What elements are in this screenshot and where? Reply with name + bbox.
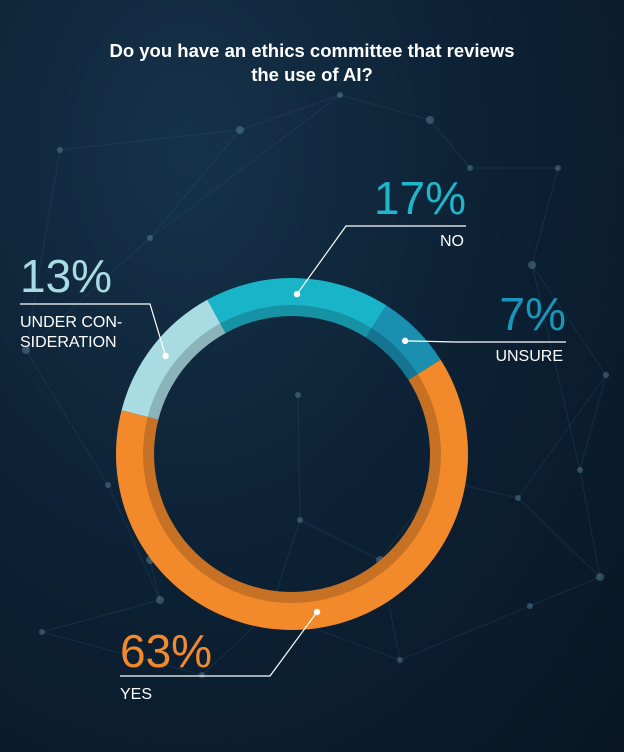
network-link <box>41 631 203 676</box>
network-link <box>149 94 341 239</box>
network-link <box>239 94 341 131</box>
network-link <box>579 374 607 471</box>
network-link <box>107 484 161 601</box>
category-label-under-consideration: SIDERATION <box>20 334 117 351</box>
leader-dot-unsure <box>401 337 409 345</box>
donut-slice-shade-unsure <box>365 328 418 381</box>
donut-slice-yes <box>115 359 468 630</box>
leader-dot-no <box>293 290 301 298</box>
network-link <box>25 149 61 351</box>
value-label-yes: 63% <box>120 625 212 677</box>
network-node <box>515 495 521 501</box>
network-node <box>603 372 609 378</box>
network-link <box>149 559 161 601</box>
network-link <box>529 576 601 607</box>
donut-slice-shade-under-consideration <box>147 323 226 420</box>
network-link <box>531 264 607 376</box>
network-link <box>25 237 151 351</box>
category-label-no: NO <box>440 233 464 250</box>
network-link <box>579 469 601 578</box>
leader-line-unsure <box>405 340 566 343</box>
donut-slice-shade-no <box>220 305 372 338</box>
network-link <box>25 349 109 486</box>
network-node <box>156 596 164 604</box>
chart-title-line-1: Do you have an ethics committee that rev… <box>109 40 515 61</box>
network-node <box>596 573 604 581</box>
leader-dot-yes <box>313 608 321 616</box>
value-label-under-consideration: 13% <box>20 250 112 302</box>
network-node <box>39 629 45 635</box>
donut-slice-no <box>207 278 387 338</box>
network-node <box>397 657 403 663</box>
network-node <box>337 92 343 98</box>
network-link <box>41 599 161 633</box>
category-label-under-consideration: UNDER CON- <box>20 314 122 331</box>
network-node <box>297 517 303 523</box>
network-node <box>236 126 244 134</box>
value-label-unsure: 7% <box>500 288 566 340</box>
network-link <box>399 605 531 661</box>
network-node <box>555 165 561 171</box>
network-link <box>531 264 581 471</box>
network-node <box>57 147 63 153</box>
donut-slice-under-consideration <box>121 299 226 420</box>
chart-title-line-2: the use of AI? <box>251 64 373 85</box>
network-node <box>467 165 473 171</box>
network-node <box>105 482 111 488</box>
network-node <box>528 261 536 269</box>
network-link <box>149 129 241 239</box>
leader-line-no <box>296 225 466 295</box>
leader-line-yes <box>120 611 318 677</box>
network-node <box>527 603 533 609</box>
network-link <box>297 394 301 521</box>
network-link <box>517 374 607 499</box>
network-node <box>577 467 583 473</box>
network-link <box>531 167 559 266</box>
network-node <box>295 392 301 398</box>
leader-dot-under-consideration <box>162 352 169 360</box>
network-link <box>517 497 601 578</box>
leader-line-under-consideration <box>20 303 167 357</box>
network-link <box>429 119 471 169</box>
network-link <box>339 94 431 121</box>
network-node <box>426 116 434 124</box>
network-link <box>59 129 241 151</box>
category-label-unsure: UNSURE <box>495 348 563 365</box>
network-node <box>22 346 30 354</box>
network-link <box>299 519 381 561</box>
value-label-no: 17% <box>374 172 466 224</box>
network-node <box>147 235 153 241</box>
category-label-yes: YES <box>120 686 152 703</box>
